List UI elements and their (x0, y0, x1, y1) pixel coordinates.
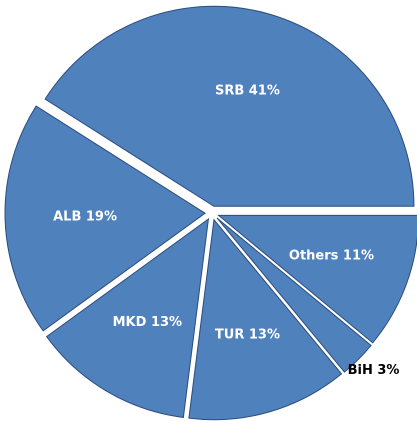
pie-slice (188, 218, 343, 421)
pie-slice (216, 217, 372, 373)
data-label: TUR 13% (215, 327, 280, 342)
data-label: ALB 19% (53, 209, 117, 224)
data-label: Others 11% (289, 249, 374, 264)
pie-slice (44, 5, 415, 207)
pie-slice (4, 105, 206, 332)
pie-slice (45, 217, 210, 419)
data-label: MKD 13% (113, 315, 182, 330)
pie-slice (217, 214, 417, 344)
data-label: SRB 41% (215, 84, 280, 99)
data-label: BiH 3% (348, 363, 400, 378)
